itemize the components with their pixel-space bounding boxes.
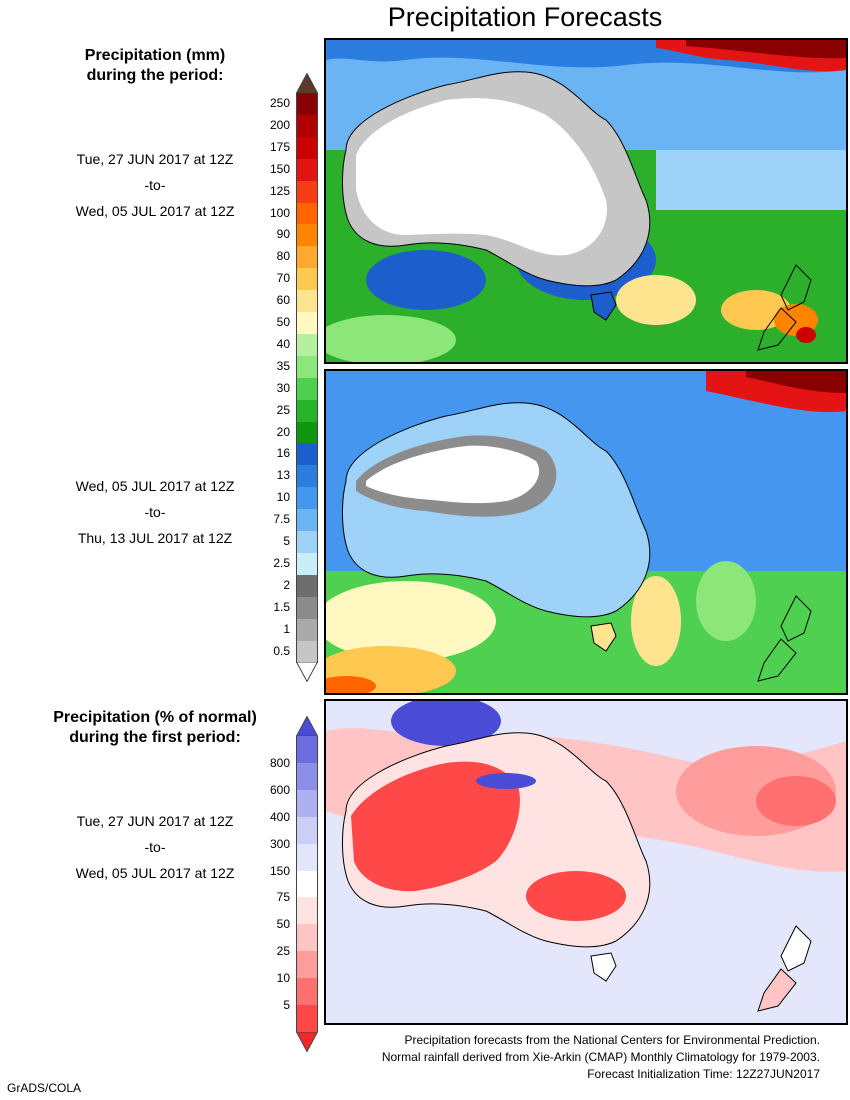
colorbar-segment [296,421,318,444]
percent-normal-map [326,701,846,1023]
colorbar-segment [296,618,318,641]
colorbar-label: 25 [276,402,290,417]
colorbar-label: 175 [269,139,290,154]
colorbar-label: 25 [276,944,290,959]
colorbar-segment [296,246,318,269]
colorbar-segment [296,158,318,182]
grads-credit: GrADS/COLA [7,1081,82,1095]
colorbar-label: 50 [276,315,290,329]
colorbar-segment [296,789,318,818]
precip-map-2 [326,371,846,693]
colorbar-label: 200 [269,117,290,132]
legend-percent-heading: Precipitation (% of normal) during the f… [53,709,257,746]
colorbar-label: 20 [276,424,290,439]
colorbar-segment [296,843,318,871]
colorbar-segment [296,290,318,313]
colorbar-bottom-arrow [296,662,318,683]
colorbar-segment [296,870,318,898]
colorbar-label: 80 [276,249,290,264]
period-3-dates: Tue, 27 JUN 2017 at 12Z -to- Wed, 05 JUL… [75,813,235,881]
colorbar-label: 60 [276,293,290,308]
colorbar-label: 150 [269,161,290,176]
colorbar-label: 1.5 [273,599,290,614]
colorbar-label: 50 [276,917,290,932]
colorbar-segment [296,202,318,225]
colorbar-segment [296,443,318,466]
colorbar-top-arrow [296,73,318,93]
colorbar-segment [296,136,318,160]
colorbar-segment [296,399,318,422]
legend-mm-heading: Precipitation (mm) during the period: [84,47,226,84]
colorbar-segment [296,224,318,247]
colorbar-label: 7.5 [273,512,290,527]
colorbar-segment [296,465,318,488]
period-1-dates: Tue, 27 JUN 2017 at 12Z -to- Wed, 05 JUL… [75,151,235,219]
colorbar-label: 16 [276,446,290,461]
colorbar-segment [296,762,318,791]
colorbar-segment [296,377,318,401]
map-panel-percent-normal [324,699,848,1025]
colorbar-segment [296,487,318,510]
colorbar-segment [296,596,318,620]
colorbar-label: 125 [269,183,290,198]
colorbar-segment [296,978,318,1006]
colorbar-bottom-arrow [296,1031,318,1052]
colorbar-label: 5 [283,998,290,1012]
precip-map-1 [326,40,846,362]
colorbar-label: 400 [269,809,290,824]
colorbar-top-arrow [296,716,318,736]
footer-notes: Precipitation forecasts from the Nationa… [381,1033,820,1081]
colorbar-segment [296,816,318,845]
colorbar-label: 300 [269,836,290,851]
colorbar-label: 100 [269,205,290,220]
colorbar-segment [296,93,318,116]
colorbar-segment [296,531,318,554]
period-2-dates: Wed, 05 JUL 2017 at 12Z -to- Thu, 13 JUL… [75,478,235,546]
colorbar-segment [296,736,318,764]
map-panel-period-1 [324,38,848,364]
colorbar-label: 13 [276,468,290,483]
colorbar-segment [296,114,318,138]
colorbar-segment [296,552,318,576]
colorbar-segment [296,355,318,379]
colorbar-label: 5 [283,534,290,548]
colorbar-segment [296,333,318,357]
colorbar-label: 250 [269,96,290,110]
colorbar-segment [296,509,318,532]
colorbar-label: 90 [276,227,290,242]
colorbar-segment [296,312,318,335]
colorbar-segment [296,951,318,979]
colorbar-label: 2 [283,577,290,592]
colorbar-segment [296,897,318,925]
colorbar-segment [296,1005,318,1033]
colorbar-label: 10 [276,490,290,505]
page-title: Precipitation Forecasts [387,2,663,32]
colorbar-label: 600 [269,782,290,797]
colorbar-label: 800 [269,755,290,770]
colorbar-label: 75 [276,890,290,905]
colorbar-label: 1 [283,621,290,636]
colorbar-segment [296,924,318,952]
colorbar-label: 0.5 [273,643,290,658]
colorbar-segment [296,268,318,291]
colorbar-segment [296,180,318,203]
colorbar-label: 35 [276,358,290,373]
colorbar-segment [296,640,318,663]
colorbar-label: 40 [276,336,290,351]
colorbar-label: 2.5 [273,555,290,570]
colorbar-segment [296,574,318,598]
colorbar-label: 30 [276,380,290,395]
colorbar-label: 70 [276,271,290,286]
colorbar-label: 10 [276,971,290,986]
colorbar-label: 150 [269,863,290,878]
map-panel-period-2 [324,369,848,695]
